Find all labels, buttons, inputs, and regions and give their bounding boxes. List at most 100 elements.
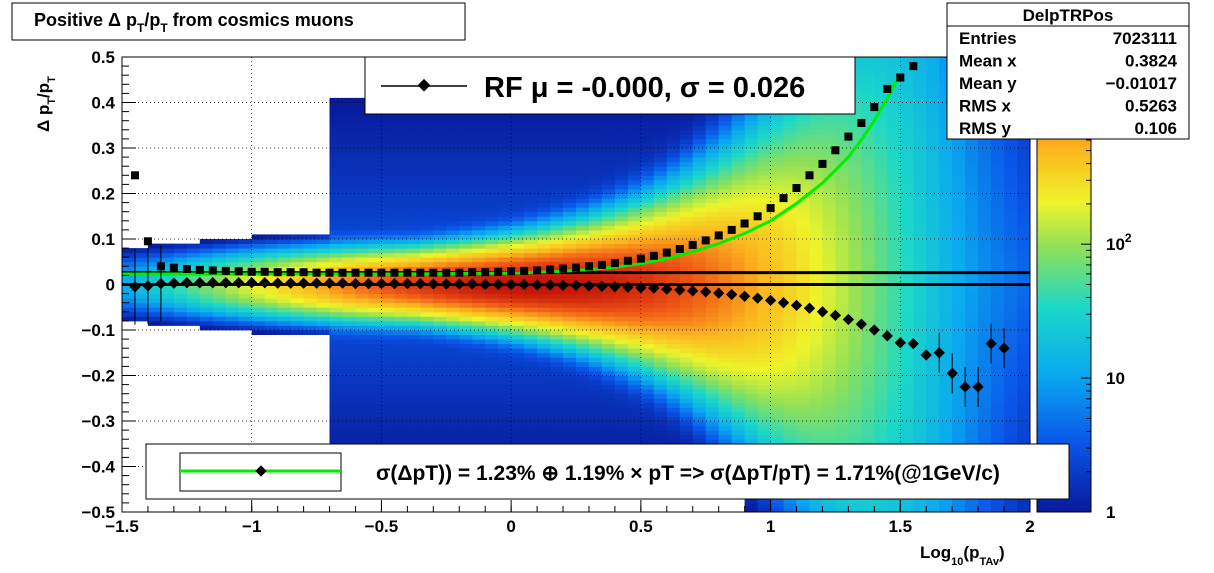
heat-cell: [653, 198, 668, 203]
heat-cell: [472, 148, 486, 153]
heat-cell: [342, 266, 356, 272]
heat-cell: [848, 275, 862, 281]
heat-cell: [498, 334, 512, 340]
heat-cell: [459, 402, 473, 408]
heat-cell: [809, 157, 823, 163]
heat-cell: [485, 279, 499, 285]
heat-cell: [290, 257, 304, 263]
heat-cell: [420, 339, 434, 345]
heat-cell: [627, 211, 642, 217]
heat-cell: [796, 284, 810, 290]
heat-cell: [420, 143, 434, 149]
heat-cell: [757, 138, 771, 144]
heat-cell: [887, 293, 901, 299]
heat-cell: [627, 129, 642, 135]
heat-cell: [420, 284, 434, 290]
heat-cell: [705, 348, 720, 354]
heat-cell: [485, 393, 499, 399]
heat-cell: [731, 257, 746, 263]
heat-cell: [900, 275, 914, 281]
heat-cell: [589, 375, 603, 381]
heat-cell: [796, 152, 810, 158]
heat-cell: [653, 289, 668, 295]
heat-cell: [433, 193, 447, 199]
heat-cell: [965, 166, 979, 172]
heat-cell: [939, 416, 953, 422]
heat-cell: [498, 188, 512, 194]
heat-cell: [835, 175, 849, 181]
heat-cell: [446, 252, 460, 258]
heat-cell: [472, 202, 486, 208]
heat-cell: [446, 384, 460, 390]
heat-cell: [601, 279, 616, 285]
heat-cell: [965, 148, 979, 153]
heat-cell: [965, 138, 979, 144]
heat-cell: [861, 266, 875, 272]
heat-cell: [640, 334, 655, 340]
heat-cell: [212, 243, 227, 249]
heat-cell: [809, 389, 823, 395]
heat-cell: [485, 134, 499, 140]
heat-cell: [589, 198, 603, 203]
heat-cell: [783, 207, 797, 213]
heat-cell: [796, 425, 810, 431]
heat-cell: [640, 430, 655, 436]
heat-cell: [589, 129, 603, 135]
heat-cell: [640, 393, 655, 399]
heat-cell: [511, 138, 525, 144]
heat-cell: [524, 275, 538, 281]
heat-cell: [653, 320, 668, 326]
heat-cell: [939, 334, 953, 340]
heat-cell: [939, 157, 953, 163]
heat-cell: [225, 289, 240, 295]
heat-cell: [446, 198, 460, 203]
heat-cell: [199, 307, 214, 313]
heat-cell: [381, 430, 395, 436]
heat-cell: [563, 357, 577, 363]
heat-cell: [225, 311, 240, 317]
heat-cell: [705, 357, 720, 363]
heat-cell: [329, 179, 343, 185]
heat-cell: [835, 398, 849, 404]
heat-cell: [991, 184, 1005, 190]
heat-cell: [446, 193, 460, 199]
heat-cell: [537, 134, 551, 140]
heat-cell: [627, 307, 642, 313]
heat-cell: [511, 152, 525, 158]
heat-cell: [368, 302, 382, 308]
heat-cell: [705, 375, 720, 381]
heat-cell: [861, 75, 875, 81]
heat-cell: [692, 407, 707, 413]
heat-cell: [459, 398, 473, 404]
heat-cell: [731, 188, 746, 194]
heat-cell: [589, 366, 603, 372]
heat-cell: [874, 216, 888, 222]
heat-cell: [679, 411, 694, 417]
heat-cell: [900, 425, 914, 431]
heat-cell: [861, 175, 875, 181]
heat-cell: [679, 175, 694, 181]
heat-cell: [978, 502, 992, 508]
heat-cell: [653, 261, 668, 267]
heat-cell: [822, 411, 836, 417]
heat-cell: [355, 175, 369, 181]
heat-cell: [627, 343, 642, 349]
heat-cell: [550, 216, 564, 222]
heat-cell: [640, 389, 655, 395]
heat-cell: [485, 357, 499, 363]
heat-cell: [498, 275, 512, 281]
heat-cell: [926, 188, 940, 194]
heat-cell: [614, 198, 629, 203]
heat-cell: [524, 175, 538, 181]
heat-cell: [926, 243, 940, 249]
heat-cell: [316, 248, 330, 254]
heat-cell: [433, 343, 447, 349]
heat-cell: [186, 307, 201, 313]
heat-cell: [848, 502, 862, 508]
heat-cell: [537, 216, 551, 222]
heat-cell: [822, 320, 836, 326]
heat-cell: [848, 370, 862, 376]
heat-cell: [796, 375, 810, 381]
heat-cell: [627, 229, 642, 235]
heat-cell: [939, 398, 953, 404]
